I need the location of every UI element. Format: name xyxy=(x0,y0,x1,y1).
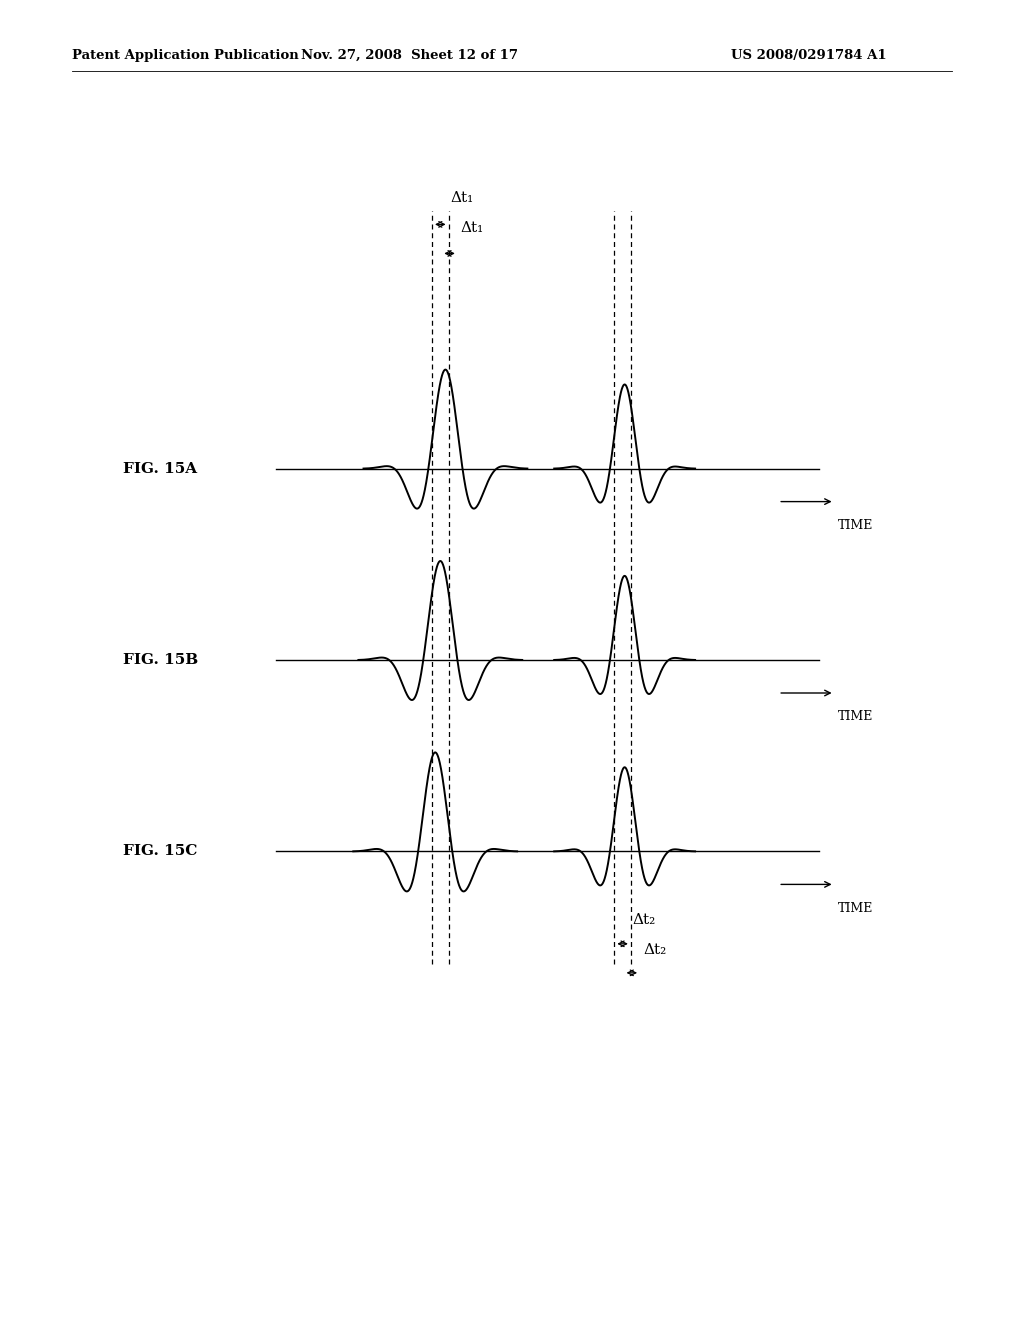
Text: Δt₂: Δt₂ xyxy=(643,942,667,957)
Text: Δt₁: Δt₁ xyxy=(451,190,474,205)
Text: TIME: TIME xyxy=(838,519,873,532)
Text: FIG. 15A: FIG. 15A xyxy=(123,462,197,475)
Text: Nov. 27, 2008  Sheet 12 of 17: Nov. 27, 2008 Sheet 12 of 17 xyxy=(301,49,518,62)
Text: Δt₂: Δt₂ xyxy=(633,912,656,927)
Text: Δt₁: Δt₁ xyxy=(461,220,484,235)
Text: Patent Application Publication: Patent Application Publication xyxy=(72,49,298,62)
Text: FIG. 15B: FIG. 15B xyxy=(123,653,198,667)
Text: TIME: TIME xyxy=(838,902,873,915)
Text: FIG. 15C: FIG. 15C xyxy=(123,845,198,858)
Text: TIME: TIME xyxy=(838,710,873,723)
Text: US 2008/0291784 A1: US 2008/0291784 A1 xyxy=(731,49,887,62)
